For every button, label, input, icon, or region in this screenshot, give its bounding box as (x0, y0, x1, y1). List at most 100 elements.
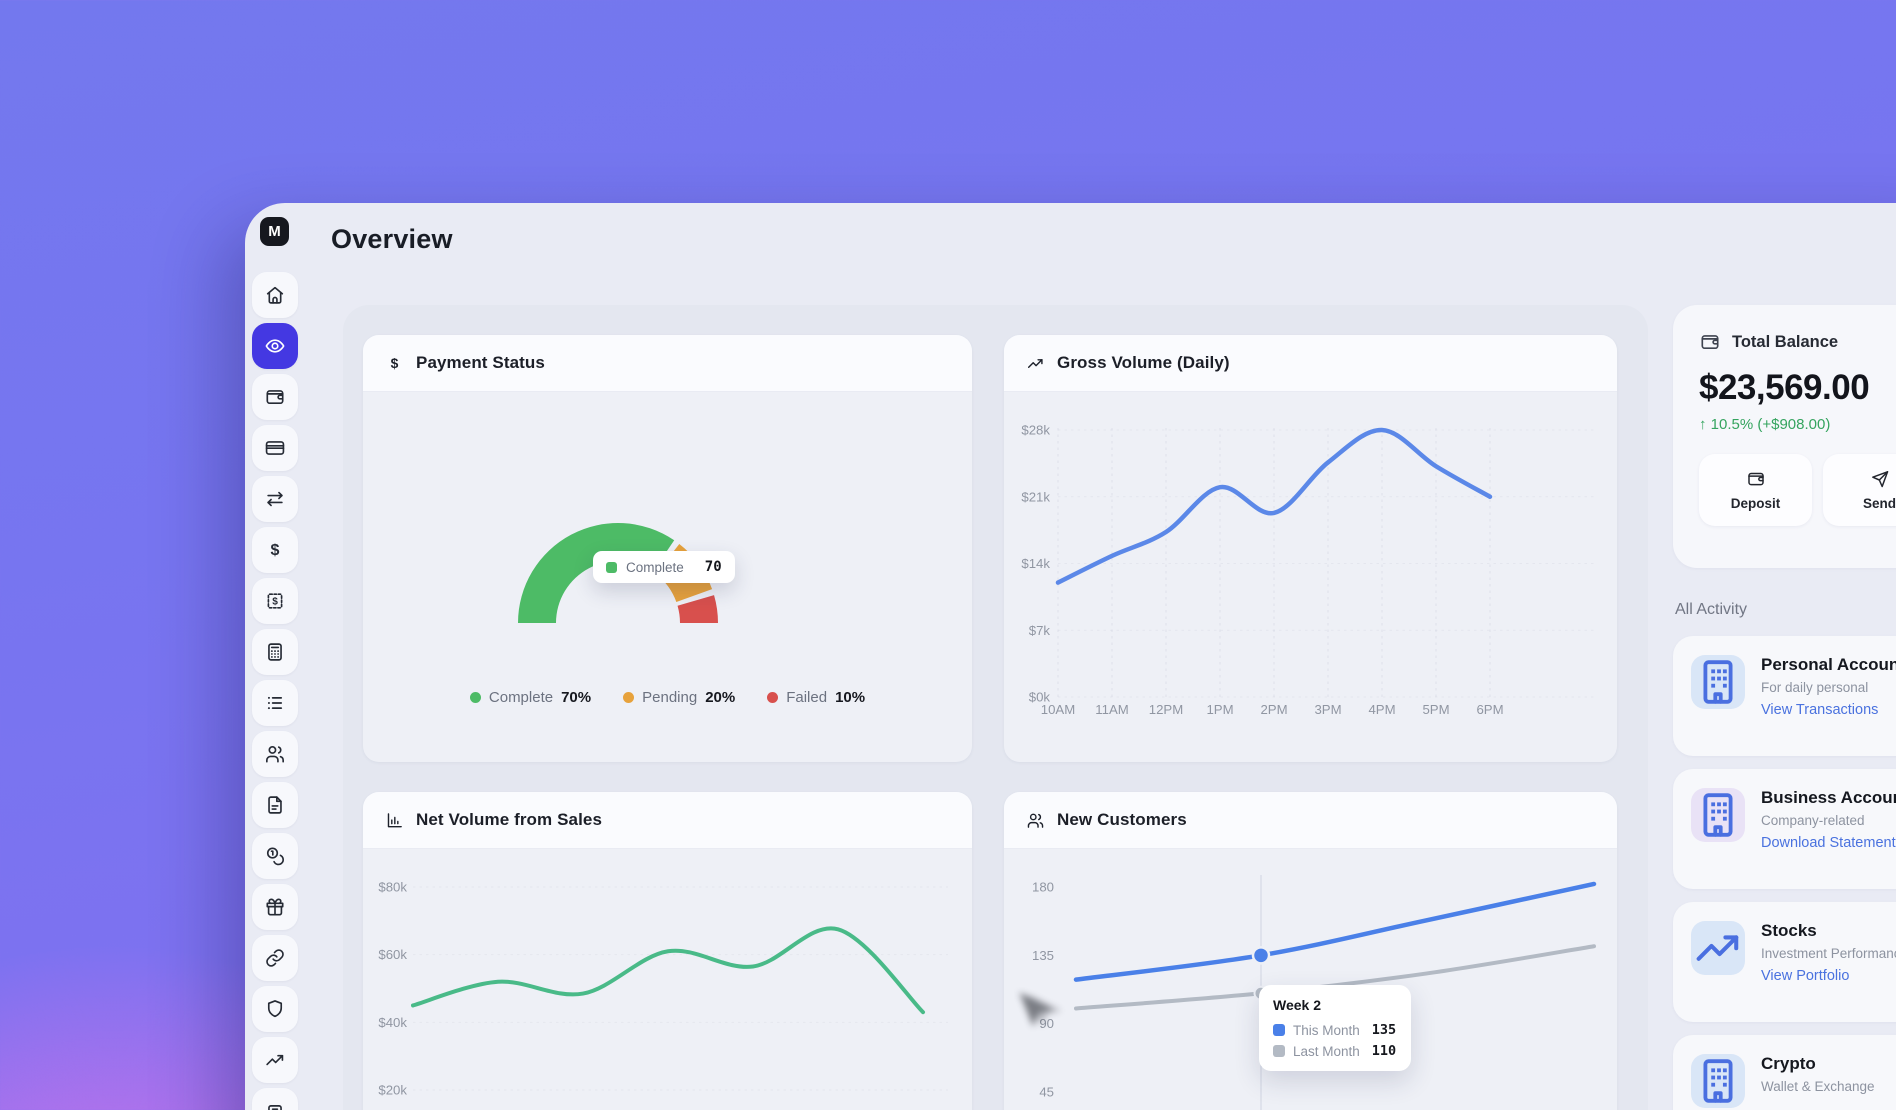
svg-text:2PM: 2PM (1260, 702, 1287, 717)
sidebar-item-cards[interactable] (252, 425, 298, 471)
gross-volume-title: Gross Volume (Daily) (1057, 353, 1230, 372)
sidebar-item-lists[interactable] (252, 680, 298, 726)
view-portfolio-link[interactable]: View Portfolio (1761, 968, 1850, 984)
svg-text:$28k: $28k (1021, 423, 1050, 438)
building-icon (1691, 1054, 1745, 1108)
svg-text:45: 45 (1039, 1085, 1054, 1100)
gross-volume-header: Gross Volume (Daily) (1004, 335, 1617, 392)
send-icon (1870, 469, 1890, 489)
complete-swatch (606, 561, 617, 573)
svg-text:4PM: 4PM (1368, 702, 1395, 717)
building-icon (1691, 655, 1745, 709)
coins-icon (264, 845, 286, 867)
last-month-swatch (1273, 1045, 1285, 1057)
gauge-tooltip: Complete 70 (593, 551, 735, 583)
net-volume-card: Net Volume from Sales $80k $60k $40k $20k (363, 792, 972, 1110)
legend-failed: Failed 10% (767, 689, 865, 706)
sidebar-item-customers[interactable] (252, 731, 298, 777)
right-panel: Total Balance $23,569.00 ↑ 10.5% (+$908.… (1673, 305, 1896, 1110)
total-balance-card: Total Balance $23,569.00 ↑ 10.5% (+$908.… (1673, 305, 1896, 568)
credit-card-icon (264, 437, 286, 459)
view-transactions-link[interactable]: View Transactions (1761, 702, 1879, 718)
sidebar-item-overview[interactable] (252, 323, 298, 369)
download-statement-link[interactable]: Download Statement (1761, 835, 1896, 851)
gift-icon (264, 896, 286, 918)
mouse-cursor-blur (1010, 990, 1070, 1036)
activity-crypto[interactable]: Crypto Wallet & Exchange (1673, 1035, 1896, 1110)
transfer-icon (264, 488, 286, 510)
svg-text:$40k: $40k (378, 1015, 407, 1030)
net-volume-chart[interactable]: $80k $60k $40k $20k (363, 849, 972, 1110)
users-icon (1026, 811, 1045, 830)
balance-delta: ↑ 10.5% (+$908.00) (1699, 416, 1831, 433)
svg-text:10AM: 10AM (1041, 702, 1075, 717)
tooltip-week: Week 2 (1273, 997, 1321, 1013)
complete-dot (469, 692, 481, 703)
activity-business-account[interactable]: Business Account Company-related Downloa… (1673, 769, 1896, 889)
sidebar-item-calculator[interactable] (252, 629, 298, 675)
app-window: M Overview $ $ $ Payment Status Complete … (245, 203, 1896, 1110)
svg-text:5PM: 5PM (1422, 702, 1449, 717)
document-icon (264, 794, 286, 816)
net-volume-header: Net Volume from Sales (363, 792, 972, 849)
sidebar-item-wallet[interactable] (252, 374, 298, 420)
list-icon (264, 692, 286, 714)
wallet-icon (1699, 331, 1721, 353)
sidebar-item-home[interactable] (252, 272, 298, 318)
gross-volume-card: Gross Volume (Daily) 10AM 11AM 12PM 1PM 2PM 3… (1004, 335, 1617, 762)
legend-complete: Complete 70% (469, 689, 591, 706)
receipt-icon: $ (264, 590, 286, 612)
svg-text:$60k: $60k (378, 947, 407, 962)
page-title: Overview (331, 224, 453, 254)
tooltip-this-month: This Month 135 (1273, 1022, 1397, 1038)
svg-text:$21k: $21k (1021, 489, 1050, 504)
trending-up-icon (1691, 921, 1745, 975)
sidebar-item-rewards[interactable] (252, 884, 298, 930)
activity-personal-account[interactable]: Personal Account For daily personal View… (1673, 636, 1896, 756)
sidebar-item-analytics[interactable] (252, 1037, 298, 1083)
svg-text:$: $ (391, 354, 399, 370)
balance-label: Total Balance (1732, 332, 1839, 351)
new-customers-chart[interactable]: 45 90 135 180 (1004, 849, 1617, 1110)
svg-text:180: 180 (1032, 880, 1054, 895)
sidebar-item-devices[interactable] (252, 1088, 298, 1110)
svg-text:11AM: 11AM (1095, 702, 1128, 717)
trending-up-icon (264, 1049, 286, 1071)
svg-text:$: $ (272, 597, 278, 608)
payment-legend: Complete 70% Pending 20% Failed 10% (363, 689, 972, 706)
svg-text:6PM: 6PM (1476, 702, 1503, 717)
svg-text:$7k: $7k (1029, 623, 1051, 638)
send-button[interactable]: Send (1823, 454, 1896, 526)
sidebar-item-invoices[interactable]: $ (252, 578, 298, 624)
tooltip-last-month: Last Month 110 (1273, 1043, 1397, 1059)
sidebar-item-links[interactable] (252, 935, 298, 981)
sidebar-item-coins[interactable] (252, 833, 298, 879)
new-customers-title: New Customers (1057, 810, 1187, 829)
sidebar-item-security[interactable] (252, 986, 298, 1032)
balance-actions: Deposit Send (1699, 454, 1896, 526)
new-customers-card: New Customers 45 90 135 180 Week 2 This Mon… (1004, 792, 1617, 1110)
dollar-icon: $ (264, 539, 286, 561)
svg-text:$14k: $14k (1021, 556, 1050, 571)
sidebar-item-documents[interactable] (252, 782, 298, 828)
balance-amount: $23,569.00 (1699, 368, 1870, 407)
svg-text:12PM: 12PM (1149, 702, 1183, 717)
gross-volume-chart[interactable]: 10AM 11AM 12PM 1PM 2PM 3PM 4PM 5PM 6PM $0k $7k $14k… (1004, 392, 1617, 762)
failed-dot (767, 692, 779, 703)
home-icon (264, 284, 286, 306)
svg-text:$0k: $0k (1029, 690, 1051, 705)
sidebar-item-payments[interactable]: $ (252, 527, 298, 573)
calculator-icon (264, 641, 286, 663)
payment-status-title: Payment Status (416, 353, 545, 372)
main-content: $ Payment Status Complete 70 Complete 70… (343, 305, 1648, 1110)
new-customers-header: New Customers (1004, 792, 1617, 849)
gauge-tooltip-value: 70 (704, 559, 722, 575)
payment-status-header: $ Payment Status (363, 335, 972, 392)
app-logo[interactable]: M (260, 217, 289, 246)
deposit-button[interactable]: Deposit (1699, 454, 1812, 526)
bar-chart-icon (385, 811, 404, 830)
pending-dot (623, 692, 635, 703)
sidebar-item-transfers[interactable] (252, 476, 298, 522)
activity-stocks[interactable]: Stocks Investment Performance View Portf… (1673, 902, 1896, 1022)
balance-header: Total Balance (1699, 331, 1896, 353)
